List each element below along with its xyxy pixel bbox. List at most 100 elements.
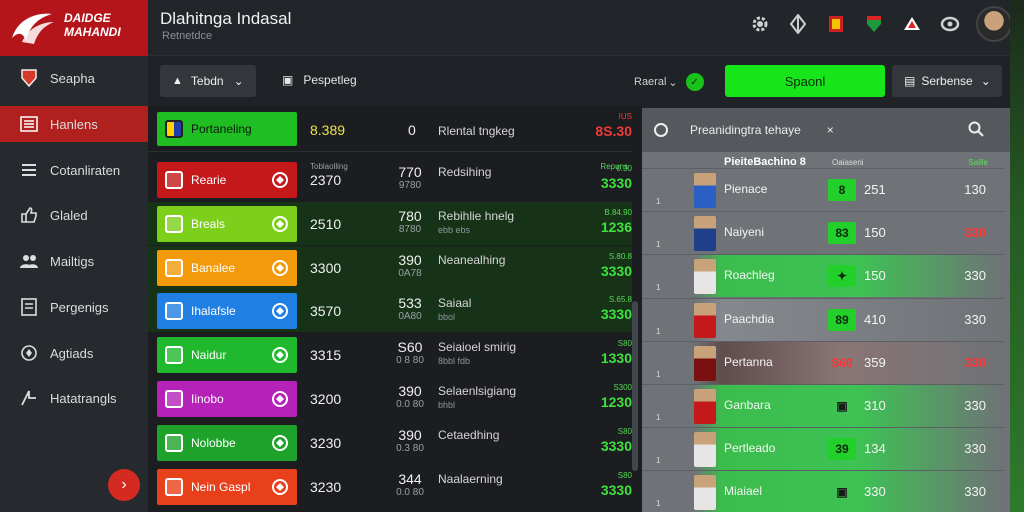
search-icon[interactable] [968,121,984,140]
player-avatar [694,389,716,424]
odds-cell: B.84.90 1236 [562,208,632,236]
rank-number: 1 [656,326,661,336]
match-table: Portaneling 8.389 0 Rlental tngkeg IUS 8… [148,106,642,512]
team-pill[interactable]: Rearie [157,162,297,198]
player-avatar [694,432,716,468]
sidebar-item-label: Cotanliraten [50,162,121,178]
pespetleg-label: Pespetleg [303,73,357,87]
document-icon [18,296,40,318]
expand-sidebar-button[interactable]: › [108,469,140,501]
list-item[interactable]: 1 Paachdia 89 410 330 [642,297,1004,341]
table-row[interactable]: Breals 2510 780 8780 Rebihlie hnelg ebb ebs B.… [148,201,632,245]
score: 8.389 [310,122,346,138]
close-icon[interactable]: × [826,123,834,137]
user-avatar[interactable] [976,6,1012,42]
sidebar-item-cotanliraten[interactable]: Cotanliraten [0,152,148,188]
page-title: Dlahitnga Indasal [160,9,292,28]
table-row[interactable]: Banalee 3300 390 0A78 Neanealhing S.80.8 3330 [148,245,632,289]
table-top-row[interactable]: Portaneling 8.389 0 Rlental tngkeg IUS 8… [148,106,632,152]
panel-column-header: Saille [968,158,988,167]
stat-value-2: 330 [964,354,986,370]
score: 3315 [310,347,342,364]
filter-dropdown[interactable]: ▲ Tebdn ⌄ [160,65,256,97]
stat-value-2: 330 [964,225,986,241]
list-item[interactable]: 1 Pertleado 39 134 330 [642,427,1004,471]
raeral-select[interactable]: Raeral ⌄ ✓ [634,73,704,91]
team-pill[interactable]: Iinobo [157,381,297,417]
rank-number: 1 [656,499,661,509]
search-circle-icon[interactable] [654,123,668,137]
player-name: Naiyeni [724,225,765,240]
list-item[interactable]: 1 Miaiael ▣ 330 330 [642,470,1004,512]
top-bar: DAIDGE MAHANDI Dlahitnga Indasal Retnetd… [0,0,1024,56]
brand-logo[interactable]: DAIDGE MAHANDI [0,0,148,56]
list-item[interactable]: 1 Naiyeni 83 150 330 [642,211,1004,255]
rating-chip: 83 [828,222,856,245]
mid-cell: 390 0A78 [394,252,426,280]
team-name: Portaneling [191,122,252,136]
match-name-cell: Naalaerning [438,472,503,486]
stat-value-2: 330 [964,268,986,284]
team-crest-icon [272,347,288,364]
alert-icon[interactable] [900,12,924,36]
pespetleg-button[interactable]: ▣ Pespetleg [282,73,357,87]
team-pill[interactable]: Nein Gaspl [157,468,297,505]
sidebar-item-mailtigs[interactable]: Mailtigs [0,243,148,279]
sidebar-item-agtiads[interactable]: Agtiads [0,335,148,371]
rank-number: 1 [656,197,661,206]
team-pill[interactable]: Ihalafsle [157,293,297,330]
team-crest-icon[interactable] [862,12,886,36]
panel-title: Preanidingtra tehaye [690,123,801,137]
diamond-icon[interactable] [786,12,810,36]
gear-icon[interactable] [748,12,772,36]
sidebar-item-glaled[interactable]: Glaled [0,197,148,233]
list-item[interactable]: 1 Ganbara ▣ 310 330 [642,384,1004,427]
score: 2510 [310,215,342,232]
table-row[interactable]: Nolobbe 3230 390 0.3 80 Cetaedhing S80 3330 [148,421,632,464]
team-pill[interactable]: Portaneling [157,112,297,146]
sidebar-item-hatatrangls[interactable]: Hatatrangls [0,380,148,416]
logo-line-1: DAIDGE [64,11,111,25]
list-item[interactable]: 1 Pienace 8 251 130 [642,168,1004,211]
table-row[interactable]: Naidur 3315 S60 0 8 80 Seiaioel smirig 8bbl f… [148,333,632,376]
sort-dropdown[interactable]: ▤ Serbense ⌄ [892,65,1002,97]
sidebar-item-pergenigs[interactable]: Pergenigs [0,289,148,325]
list-item[interactable]: 1 Pertanna S60 359 330 [642,340,1004,384]
table-row[interactable]: Iinobo 3200 390 0.0 80 Selaenlsigiang bhbl S30… [148,377,632,420]
mid-value: 780 [398,207,422,224]
list-item[interactable]: 1 Roachleg ✦ 150 330 [642,254,1004,298]
eye-icon[interactable] [938,12,962,36]
rating-chip: 39 [828,438,856,461]
sidebar-item-hanlens[interactable]: Hanlens [0,106,148,142]
scrollbar[interactable] [632,301,638,471]
team-badge-icon [165,477,183,496]
export-icon [18,387,40,409]
table-row[interactable]: Nein Gaspl 3230 344 0.0 80 Naalaerning S80 333… [148,465,632,508]
pin-icon: ▲ [172,75,183,87]
match-name: Cetaedhing [438,427,500,442]
team-pill[interactable]: Breals [157,205,297,242]
match-sub: bbol [438,312,456,323]
team-pill[interactable]: Banalee [157,249,297,286]
rating-chip: ▣ [836,399,848,413]
odds-label: S300 [613,383,632,392]
stat-value-2: 330 [964,441,986,457]
panel-header: Preanidingtra tehaye × [642,108,1010,152]
team-crest-icon [272,478,288,495]
table-row[interactable]: Ihalafsle 3570 533 0A80 Saiaal bbol S.65.8 3330 [148,289,632,333]
odds-cell: S80 3330 [562,471,632,499]
flag-icon[interactable] [824,12,848,36]
standings-panel: Preanidingtra tehaye × PieiteBachino 8 O… [642,108,1010,512]
mid-value: 390 [398,383,422,399]
stat-value: 150 [864,268,886,284]
mid-cell: 780 8780 [394,208,426,236]
table-row[interactable]: Rearie 2370 770 9780 Redsihing 0.30 3330 [148,158,632,201]
primary-action-button[interactable]: Spaonl [725,65,885,97]
odds-cell: S80 3330 [562,427,632,455]
sidebar-item-label: Hanlens [50,116,98,132]
team-pill[interactable]: Nolobbe [157,424,297,461]
sidebar-item-seapha[interactable]: Seapha [0,60,148,96]
background-pitch [1010,0,1024,512]
team-pill[interactable]: Naidur [157,337,297,374]
